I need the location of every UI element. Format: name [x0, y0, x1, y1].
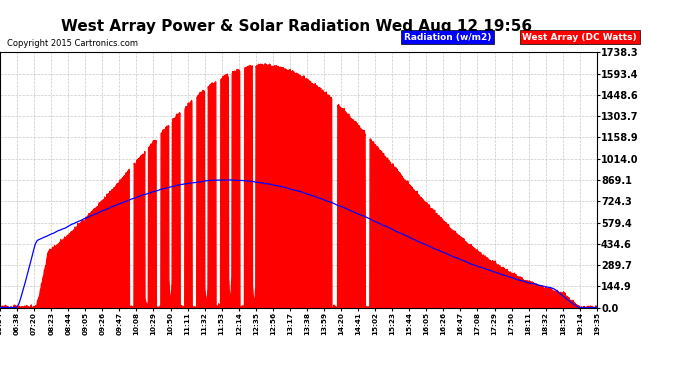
Text: Copyright 2015 Cartronics.com: Copyright 2015 Cartronics.com: [7, 39, 138, 48]
Text: West Array Power & Solar Radiation Wed Aug 12 19:56: West Array Power & Solar Radiation Wed A…: [61, 19, 532, 34]
Text: West Array (DC Watts): West Array (DC Watts): [522, 33, 637, 42]
Text: Radiation (w/m2): Radiation (w/m2): [404, 33, 491, 42]
